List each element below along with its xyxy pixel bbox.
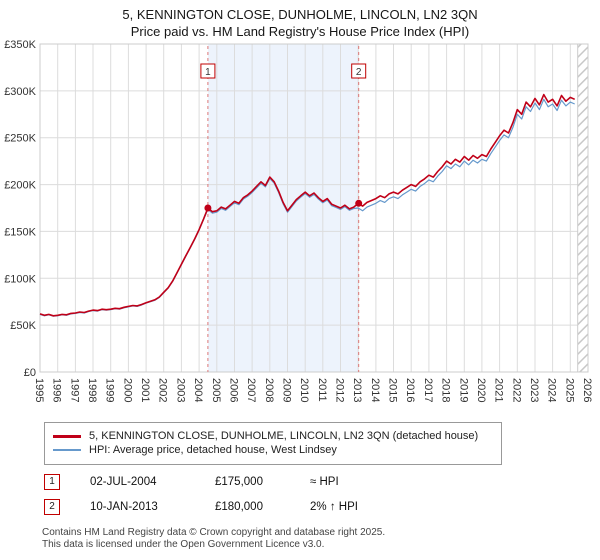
between-sales-band bbox=[207, 44, 359, 372]
x-tick-label: 2001 bbox=[139, 378, 151, 402]
x-tick-label: 2011 bbox=[316, 378, 328, 402]
chart-legend: 5, KENNINGTON CLOSE, DUNHOLME, LINCOLN, … bbox=[44, 422, 502, 465]
x-tick-label: 2002 bbox=[157, 378, 169, 402]
license-footnote: Contains HM Land Registry data © Crown c… bbox=[42, 527, 600, 551]
x-tick-label: 1999 bbox=[104, 378, 116, 402]
x-tick-label: 2015 bbox=[387, 378, 399, 402]
transaction-row-2: 2 10-JAN-2013 £180,000 2% ↑ HPI bbox=[44, 499, 600, 515]
transaction-2-price: £180,000 bbox=[215, 501, 263, 513]
x-tick-label: 2000 bbox=[121, 378, 133, 402]
legend-item-property: 5, KENNINGTON CLOSE, DUNHOLME, LINCOLN, … bbox=[53, 430, 493, 442]
x-tick-label: 2008 bbox=[263, 378, 275, 402]
price-history-chart[interactable]: 1 2 £0 £50K £100K £150K £200K £250K £300K £350K 19… bbox=[0, 40, 600, 420]
transaction-1-hpi-relation: ≈ HPI bbox=[310, 476, 339, 488]
x-tick-label: 2003 bbox=[174, 378, 186, 402]
legend-item-hpi: HPI: Average price, detached house, West… bbox=[53, 444, 493, 456]
x-tick-label: 2010 bbox=[298, 378, 310, 402]
sale-marker-box-2[interactable] bbox=[351, 63, 367, 79]
x-tick-label: 2022 bbox=[510, 378, 522, 402]
x-tick-label: 2017 bbox=[422, 378, 434, 402]
x-tick-label: 2023 bbox=[528, 378, 540, 402]
page-subtitle: Price paid vs. HM Land Registry's House … bbox=[130, 24, 470, 39]
transaction-1-date: 02-JUL-2004 bbox=[90, 476, 157, 488]
transaction-2-date: 10-JAN-2013 bbox=[90, 501, 158, 513]
x-tick-label: 2020 bbox=[475, 378, 487, 402]
x-tick-label: 2019 bbox=[457, 378, 469, 402]
sale-point-1[interactable] bbox=[204, 204, 212, 212]
y-tick-label: £0 bbox=[24, 367, 36, 379]
x-tick-label: 2004 bbox=[192, 378, 204, 402]
y-tick-label: £50K bbox=[10, 320, 36, 332]
y-tick-label: £300K bbox=[4, 86, 36, 98]
footnote-line-2: This data is licensed under the Open Gov… bbox=[42, 539, 325, 550]
x-tick-label: 2006 bbox=[228, 378, 240, 402]
x-tick-label: 1997 bbox=[68, 378, 80, 402]
transaction-2-hpi-relation: 2% ↑ HPI bbox=[310, 501, 358, 513]
x-tick-label: 2025 bbox=[563, 378, 575, 402]
property-price-line bbox=[39, 93, 576, 317]
x-tick-label: 1996 bbox=[51, 378, 63, 402]
hpi-line-swatch bbox=[53, 449, 81, 451]
x-tick-label: 2018 bbox=[440, 378, 452, 402]
x-tick-label: 2005 bbox=[210, 378, 222, 402]
svg-text:1: 1 bbox=[205, 67, 211, 78]
transaction-1-price: £175,000 bbox=[215, 476, 263, 488]
y-tick-label: £350K bbox=[4, 40, 36, 51]
x-tick-label: 1998 bbox=[86, 378, 98, 402]
transaction-2-marker: 2 bbox=[44, 499, 60, 515]
x-tick-label: 2021 bbox=[493, 378, 505, 402]
sale-point-2[interactable] bbox=[355, 199, 363, 207]
sale-marker-box-1[interactable] bbox=[200, 63, 216, 79]
property-line-swatch bbox=[53, 434, 81, 438]
legend-label: HPI: Average price, detached house, West… bbox=[89, 444, 337, 456]
svg-text:2: 2 bbox=[356, 67, 362, 78]
x-tick-label: 2012 bbox=[334, 378, 346, 402]
x-tick-label: 2016 bbox=[404, 378, 416, 402]
x-tick-label: 2009 bbox=[281, 378, 293, 402]
x-tick-label: 2026 bbox=[581, 378, 593, 402]
y-tick-label: £200K bbox=[4, 180, 36, 192]
y-tick-label: £150K bbox=[4, 226, 36, 238]
transaction-row-1: 1 02-JUL-2004 £175,000 ≈ HPI bbox=[44, 474, 600, 490]
x-tick-label: 2024 bbox=[546, 378, 558, 402]
y-tick-label: £100K bbox=[4, 273, 36, 285]
x-tick-label: 1995 bbox=[33, 378, 45, 402]
y-tick-label: £250K bbox=[4, 133, 36, 145]
transaction-1-marker: 1 bbox=[44, 474, 60, 490]
future-hatch-region bbox=[577, 43, 589, 373]
chart-header: 5, KENNINGTON CLOSE, DUNHOLME, LINCOLN, … bbox=[0, 0, 600, 40]
footnote-line-1: Contains HM Land Registry data © Crown c… bbox=[42, 527, 386, 538]
x-tick-label: 2013 bbox=[351, 378, 363, 402]
x-tick-label: 2014 bbox=[369, 378, 381, 402]
legend-label: 5, KENNINGTON CLOSE, DUNHOLME, LINCOLN, … bbox=[89, 430, 479, 442]
x-tick-label: 2007 bbox=[245, 378, 257, 402]
page-title: 5, KENNINGTON CLOSE, DUNHOLME, LINCOLN, … bbox=[122, 7, 478, 22]
